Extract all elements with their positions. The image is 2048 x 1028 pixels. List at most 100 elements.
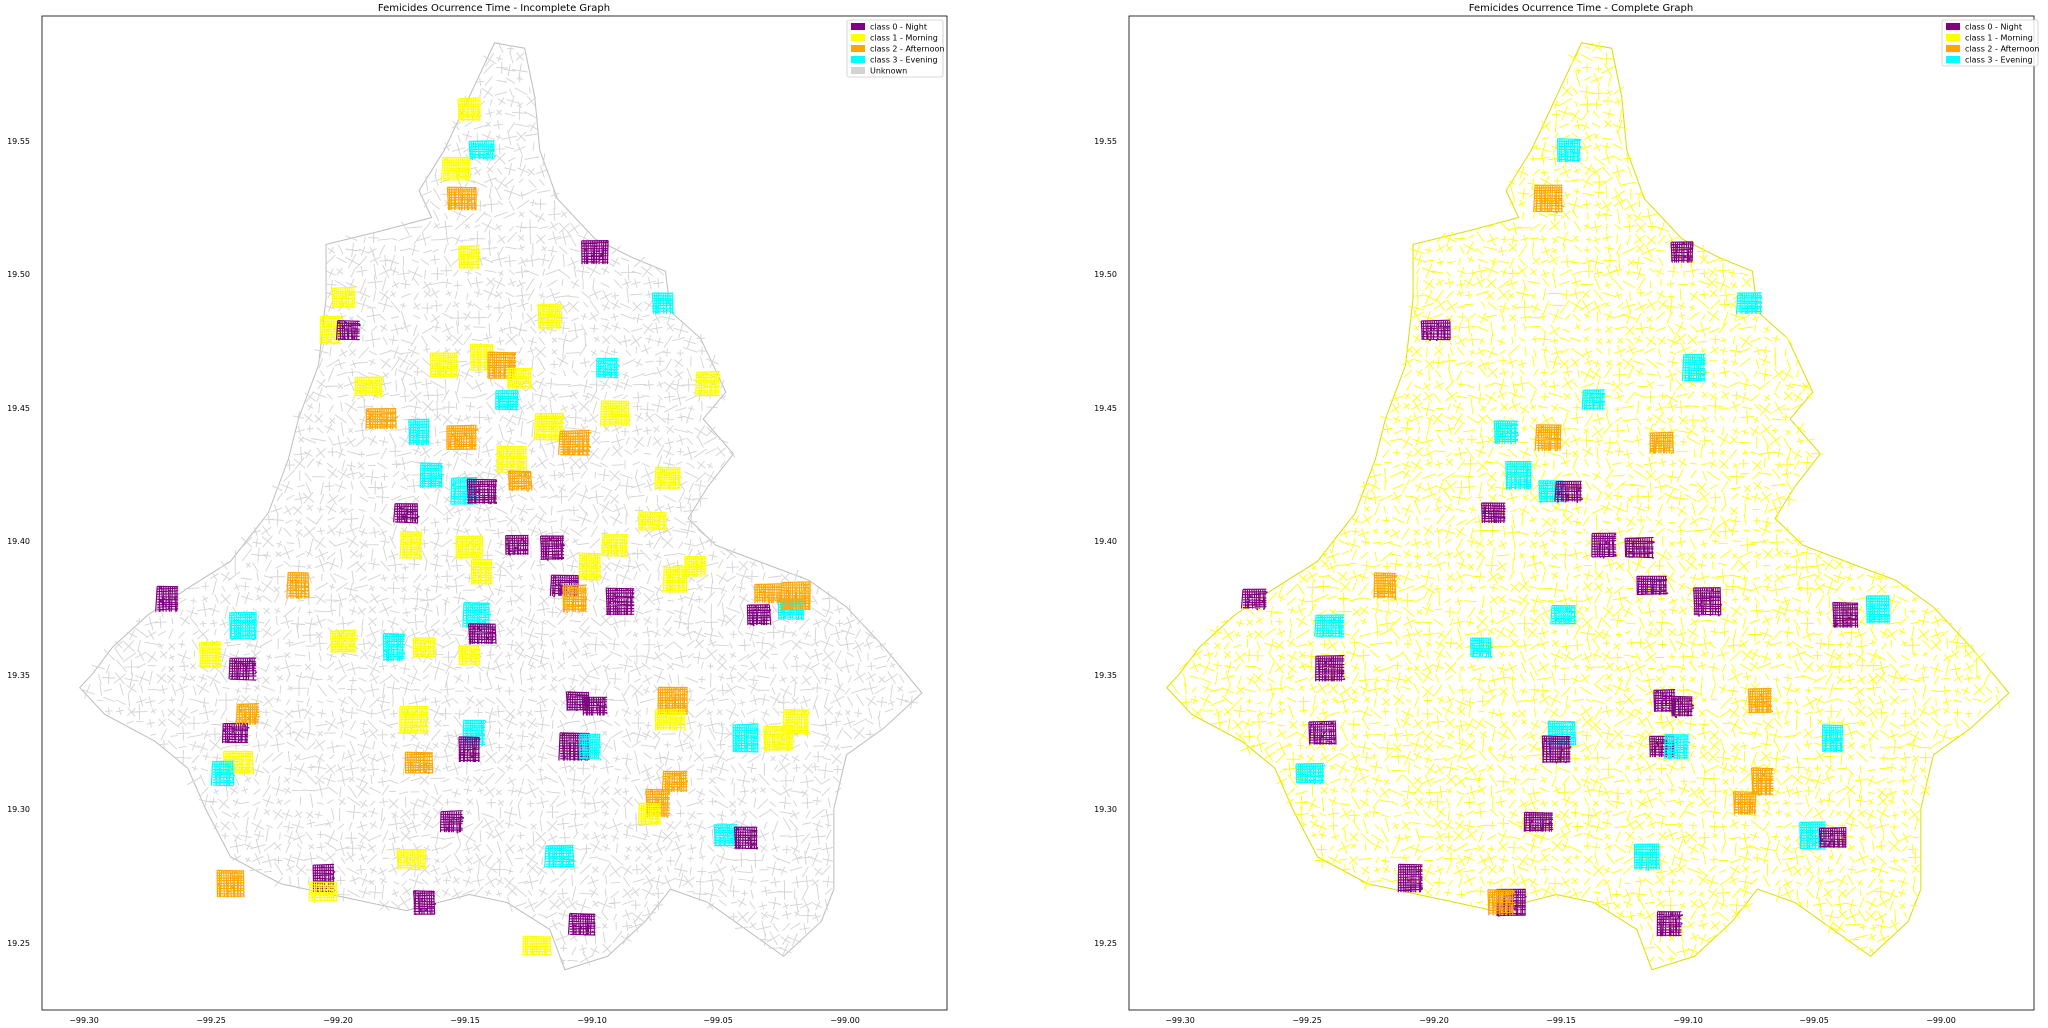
x-tick-label: −99.00 bbox=[830, 1016, 860, 1025]
cluster-class-2 bbox=[216, 869, 245, 898]
legend: class 0 - Night class 1 - Morning class … bbox=[1941, 19, 2039, 67]
cluster-class-3 bbox=[1557, 138, 1582, 163]
legend-swatch bbox=[851, 45, 865, 52]
legend-swatch bbox=[1946, 23, 1960, 30]
cluster-class-0 bbox=[505, 534, 529, 556]
street-network-layer bbox=[79, 41, 923, 971]
cluster-class-3 bbox=[1735, 292, 1763, 314]
cluster-class-0 bbox=[1670, 241, 1694, 263]
cluster-class-2 bbox=[1751, 767, 1774, 796]
cluster-class-1 bbox=[308, 881, 339, 903]
cluster-class-3 bbox=[651, 292, 675, 314]
cluster-class-1 bbox=[684, 555, 707, 577]
cluster-class-1 bbox=[654, 708, 686, 731]
y-tick-label: 19.45 bbox=[7, 404, 30, 413]
y-tick-label: 19.50 bbox=[7, 270, 30, 279]
cluster-class-2 bbox=[1373, 572, 1398, 600]
cluster-class-0 bbox=[1397, 863, 1423, 893]
cluster-class-3 bbox=[579, 733, 602, 761]
cluster-class-1 bbox=[457, 97, 481, 122]
cluster-class-1 bbox=[662, 566, 688, 594]
cluster-class-2 bbox=[487, 351, 517, 380]
cluster-class-3 bbox=[462, 602, 492, 628]
city-boundary bbox=[1166, 42, 2010, 971]
legend-label: class 3 - Evening bbox=[870, 56, 938, 65]
cluster-class-3 bbox=[1633, 843, 1660, 871]
cluster-class-1 bbox=[429, 352, 459, 379]
incomplete-graph-title: Femicides Ocurrence Time - Incomplete Gr… bbox=[378, 3, 610, 14]
cluster-class-1 bbox=[695, 370, 721, 397]
cluster-class-0 bbox=[1554, 480, 1583, 503]
cluster-class-0 bbox=[1481, 502, 1506, 524]
legend: class 0 - Night class 1 - Morning class … bbox=[846, 19, 944, 78]
cluster-class-2 bbox=[1733, 791, 1757, 815]
cluster-class-0 bbox=[155, 585, 179, 612]
legend-label: class 2 - Afternoon bbox=[870, 45, 944, 54]
cluster-class-3 bbox=[419, 462, 444, 488]
y-tick-label: 19.25 bbox=[1094, 939, 1117, 948]
cluster-class-1 bbox=[507, 367, 533, 390]
y-tick-label: 19.45 bbox=[1094, 404, 1117, 413]
cluster-class-1 bbox=[458, 245, 481, 271]
y-tick-label: 19.35 bbox=[1094, 671, 1117, 680]
cluster-class-0 bbox=[439, 810, 464, 834]
cluster-class-0 bbox=[733, 826, 758, 850]
cluster-class-0 bbox=[458, 736, 481, 763]
cluster-class-0 bbox=[1624, 536, 1655, 559]
cluster-class-1 bbox=[470, 558, 493, 585]
cluster-class-1 bbox=[599, 400, 630, 428]
cluster-class-1 bbox=[319, 315, 343, 345]
cluster-class-0 bbox=[228, 657, 257, 681]
cluster-class-3 bbox=[210, 760, 235, 787]
cluster-class-1 bbox=[637, 802, 662, 825]
cluster-class-2 bbox=[1534, 424, 1562, 452]
cluster-class-2 bbox=[754, 583, 783, 604]
cluster-class-3 bbox=[1295, 762, 1326, 785]
cluster-class-1 bbox=[654, 466, 682, 490]
y-tick-label: 19.35 bbox=[7, 671, 30, 680]
cluster-class-0 bbox=[582, 696, 608, 716]
cluster-class-3 bbox=[1470, 637, 1493, 659]
cluster-class-2 bbox=[1487, 889, 1515, 916]
cluster-class-2 bbox=[365, 408, 398, 430]
city-boundary bbox=[79, 42, 923, 971]
cluster-class-2 bbox=[507, 470, 533, 492]
x-tick-label: −99.30 bbox=[1165, 1016, 1195, 1025]
legend-label: class 0 - Night bbox=[1965, 23, 2022, 32]
x-tick-label: −99.25 bbox=[196, 1016, 226, 1025]
x-axis-ticks: −99.30 −99.25 −99.20 −99.15 −99.10 −99.0… bbox=[69, 1016, 860, 1025]
cluster-class-3 bbox=[1663, 733, 1691, 760]
legend-label: class 0 - Night bbox=[870, 23, 927, 32]
incomplete-graph-panel: Femicides Ocurrence Time - Incomplete Gr… bbox=[7, 3, 948, 1025]
cluster-class-1 bbox=[399, 530, 423, 560]
cluster-class-2 bbox=[781, 581, 811, 611]
cluster-class-0 bbox=[567, 912, 596, 936]
legend-box bbox=[846, 19, 944, 78]
legend-label: class 1 - Morning bbox=[1965, 34, 2033, 43]
y-axis-ticks: 19.25 19.30 19.35 19.40 19.45 19.50 19.5… bbox=[7, 137, 30, 948]
cluster-class-2 bbox=[558, 429, 592, 456]
cluster-class-0 bbox=[1523, 811, 1553, 832]
cluster-class-2 bbox=[235, 703, 260, 725]
cluster-class-3 bbox=[1581, 389, 1605, 411]
x-tick-label: −99.15 bbox=[450, 1016, 480, 1025]
cluster-class-1 bbox=[330, 629, 358, 653]
cluster-class-1 bbox=[638, 511, 669, 532]
y-tick-label: 19.40 bbox=[7, 537, 30, 546]
y-tick-label: 19.25 bbox=[7, 939, 30, 948]
cluster-class-0 bbox=[540, 535, 565, 561]
y-tick-label: 19.30 bbox=[7, 805, 30, 814]
legend-swatch bbox=[1946, 45, 1960, 52]
complete-graph-title: Femicides Ocurrence Time - Complete Grap… bbox=[1469, 3, 1693, 14]
cluster-class-3 bbox=[1822, 724, 1844, 753]
street-network-layer bbox=[1166, 41, 2010, 971]
cluster-class-1 bbox=[354, 376, 384, 398]
cluster-class-0 bbox=[746, 604, 772, 627]
cluster-class-0 bbox=[1420, 319, 1451, 341]
cluster-class-3 bbox=[1314, 614, 1345, 638]
cluster-class-3 bbox=[713, 824, 738, 847]
cluster-class-2 bbox=[1649, 431, 1675, 454]
cluster-class-1 bbox=[412, 637, 437, 658]
cluster-class-0 bbox=[1591, 532, 1617, 559]
